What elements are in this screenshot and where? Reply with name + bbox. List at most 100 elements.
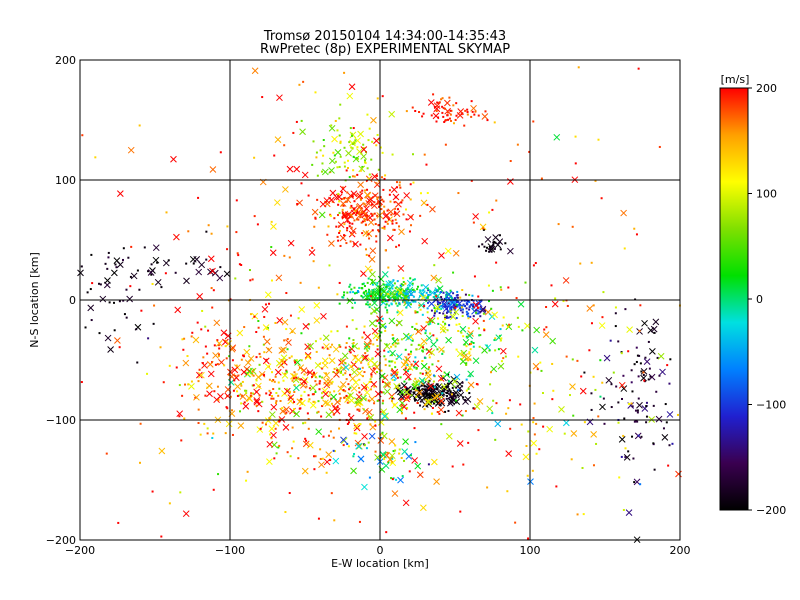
- data-point-dot: [361, 232, 364, 235]
- data-point-dot: [380, 208, 383, 211]
- data-point-dot: [338, 302, 341, 305]
- data-point-dot: [440, 396, 443, 399]
- data-point-dot: [642, 373, 645, 376]
- data-point-cross: [347, 192, 354, 200]
- data-point-dot: [397, 339, 400, 342]
- data-point-cross: [562, 277, 570, 284]
- data-point-dot: [240, 402, 243, 405]
- data-point-dot: [387, 461, 390, 464]
- data-point-dot: [423, 153, 426, 156]
- data-point-dot: [627, 350, 630, 353]
- data-point-dot: [373, 201, 376, 204]
- data-point-dot: [339, 155, 342, 158]
- data-point-dot: [346, 442, 349, 445]
- data-point-dot: [352, 341, 355, 344]
- data-point-dot: [308, 387, 311, 390]
- data-point-dot: [363, 285, 366, 288]
- data-point-dot: [384, 325, 387, 328]
- data-point-dot: [382, 380, 385, 383]
- data-point-dot: [277, 394, 280, 397]
- data-point-cross: [325, 411, 333, 419]
- data-point-dot: [234, 277, 237, 280]
- data-point-cross: [434, 304, 441, 311]
- colorbar-tick-label: 200: [756, 82, 777, 95]
- data-point-cross: [368, 256, 376, 263]
- data-point-dot: [469, 348, 472, 351]
- data-point-dot: [636, 420, 639, 423]
- data-point-dot: [354, 210, 357, 213]
- data-point-dot: [350, 288, 353, 291]
- data-point-dot: [151, 490, 154, 493]
- data-point-cross: [329, 189, 337, 197]
- data-point-dot: [322, 435, 325, 438]
- data-point-dot: [316, 174, 319, 177]
- data-point-cross: [404, 373, 412, 381]
- data-point-dot: [386, 300, 389, 303]
- data-point-dot: [602, 397, 605, 400]
- data-point-dot: [422, 380, 425, 383]
- data-point-cross: [364, 333, 372, 341]
- data-point-cross: [346, 92, 354, 100]
- data-point-dot: [240, 263, 243, 266]
- data-point-dot: [652, 404, 655, 407]
- data-point-cross: [494, 420, 502, 428]
- data-point-dot: [337, 239, 340, 242]
- data-point-dot: [464, 293, 467, 296]
- data-point-dot: [460, 358, 463, 361]
- data-point-dot: [457, 329, 460, 332]
- data-point-dot: [407, 286, 410, 289]
- data-point-dot: [129, 285, 132, 288]
- data-point-dot: [473, 407, 476, 410]
- data-point-dot: [417, 383, 420, 386]
- data-point-cross: [281, 372, 289, 379]
- data-point-dot: [367, 345, 370, 348]
- data-point-dot: [394, 207, 397, 210]
- data-point-dot: [472, 221, 475, 224]
- data-point-dot: [282, 379, 285, 382]
- data-point-dot: [213, 390, 216, 393]
- data-point-dot: [203, 422, 206, 425]
- data-point-dot: [620, 455, 623, 458]
- data-point-dot: [347, 383, 350, 386]
- data-point-dot: [381, 176, 384, 179]
- data-point-cross: [367, 291, 375, 298]
- data-point-dot: [261, 400, 264, 403]
- data-point-dot: [383, 297, 386, 300]
- data-point-dot: [359, 403, 362, 406]
- data-point-dot: [330, 330, 333, 333]
- data-point-dot: [469, 375, 472, 378]
- data-point-dot: [395, 222, 398, 225]
- data-point-cross: [438, 252, 445, 259]
- data-point-dot: [190, 335, 193, 338]
- data-point-dot: [490, 371, 493, 374]
- data-point-cross: [420, 504, 427, 512]
- data-point-dot: [226, 248, 229, 251]
- data-point-dot: [396, 186, 399, 189]
- data-point-dot: [94, 156, 97, 159]
- scatter-points: [77, 66, 682, 544]
- data-point-dot: [388, 189, 391, 192]
- data-point-dot: [328, 264, 331, 267]
- data-point-dot: [380, 437, 383, 440]
- data-point-cross: [402, 438, 409, 445]
- data-point-dot: [298, 407, 301, 410]
- data-point-dot: [577, 66, 580, 69]
- data-point-dot: [409, 454, 412, 457]
- data-point-dot: [238, 263, 241, 266]
- data-point-dot: [374, 290, 377, 293]
- data-point-cross: [459, 358, 467, 365]
- data-point-dot: [284, 372, 287, 375]
- data-point-dot: [444, 305, 447, 308]
- data-point-cross: [334, 149, 342, 156]
- data-point-dot: [579, 262, 582, 265]
- data-point-dot: [617, 401, 620, 404]
- data-point-dot: [357, 211, 360, 214]
- data-point-dot: [289, 391, 292, 394]
- data-point-dot: [204, 345, 207, 348]
- data-point-dot: [98, 282, 101, 285]
- data-point-dot: [583, 421, 586, 424]
- data-point-cross: [452, 249, 460, 257]
- data-point-cross: [207, 268, 214, 276]
- data-point-dot: [248, 269, 251, 272]
- data-point-dot: [369, 342, 372, 345]
